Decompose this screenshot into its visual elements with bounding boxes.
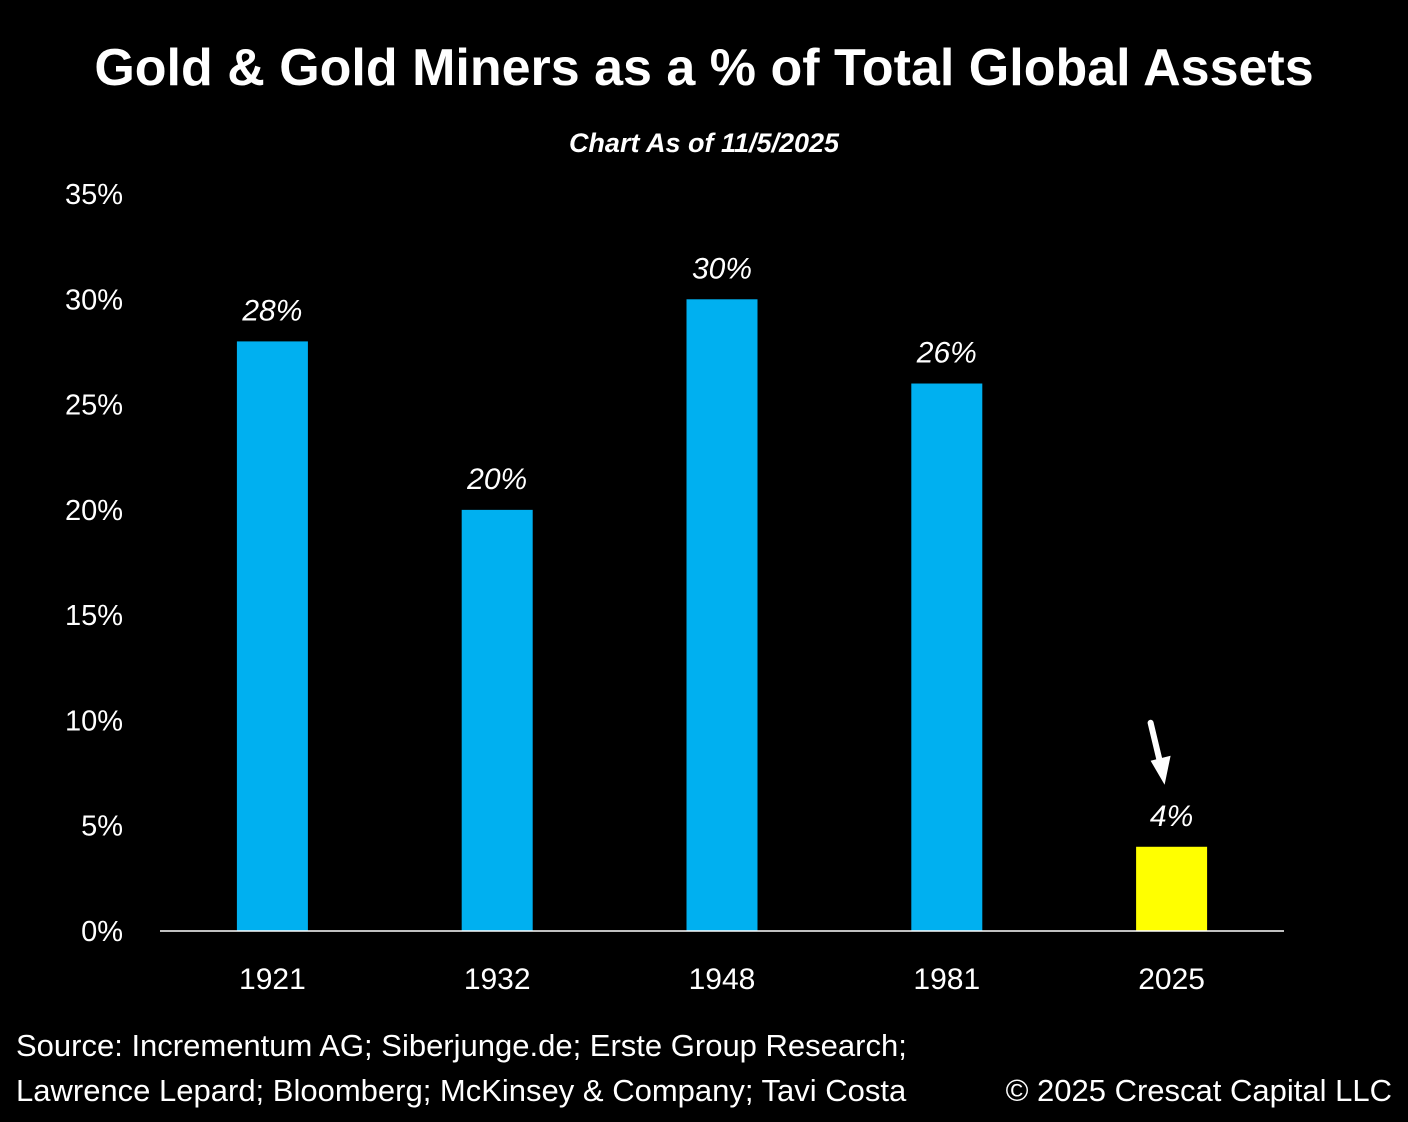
x-tick-label-1921: 1921 [239, 963, 306, 996]
source-line-2: Lawrence Lepard; Bloomberg; McKinsey & C… [16, 1073, 907, 1108]
y-tick-label: 30% [65, 284, 123, 316]
source-line-1: Source: Incrementum AG; Siberjunge.de; E… [16, 1028, 907, 1063]
bar-1921 [236, 341, 308, 931]
bar-2025 [1136, 846, 1208, 931]
y-tick-label: 15% [65, 600, 123, 632]
y-tick-label: 5% [81, 811, 123, 843]
bar-1981 [911, 383, 983, 931]
x-tick-label-1948: 1948 [689, 963, 756, 996]
data-label-1948: 30% [692, 252, 752, 285]
y-tick-label: 20% [65, 495, 123, 527]
copyright: © 2025 Crescat Capital LLC [1005, 1073, 1392, 1108]
y-tick-label: 0% [81, 916, 123, 948]
data-label-1981: 26% [916, 337, 977, 370]
data-label-1932: 20% [466, 463, 527, 496]
y-axis: 0% 5% 10% 15% 20% 25% 30% 35% [65, 179, 123, 948]
x-tick-label-1981: 1981 [913, 963, 980, 996]
annotations [1147, 719, 1171, 785]
x-axis: 1921 1932 1948 1981 2025 [239, 963, 1205, 996]
y-tick-label: 25% [65, 390, 123, 422]
data-labels: 28% 20% 30% 26% 4% [241, 252, 1193, 832]
x-tick-label-2025: 2025 [1138, 963, 1205, 996]
y-tick-label: 10% [65, 705, 123, 737]
bar-1932 [461, 509, 533, 931]
data-label-1921: 28% [241, 294, 302, 327]
bars [236, 299, 1208, 931]
bar-1948 [686, 299, 758, 931]
chart-title: Gold & Gold Miners as a % of Total Globa… [94, 39, 1314, 97]
y-tick-label: 35% [65, 179, 123, 211]
data-label-2025: 4% [1150, 800, 1193, 833]
annotation-arrow-head [1150, 755, 1171, 785]
x-tick-label-1932: 1932 [464, 963, 531, 996]
chart-subtitle: Chart As of 11/5/2025 [568, 128, 840, 158]
